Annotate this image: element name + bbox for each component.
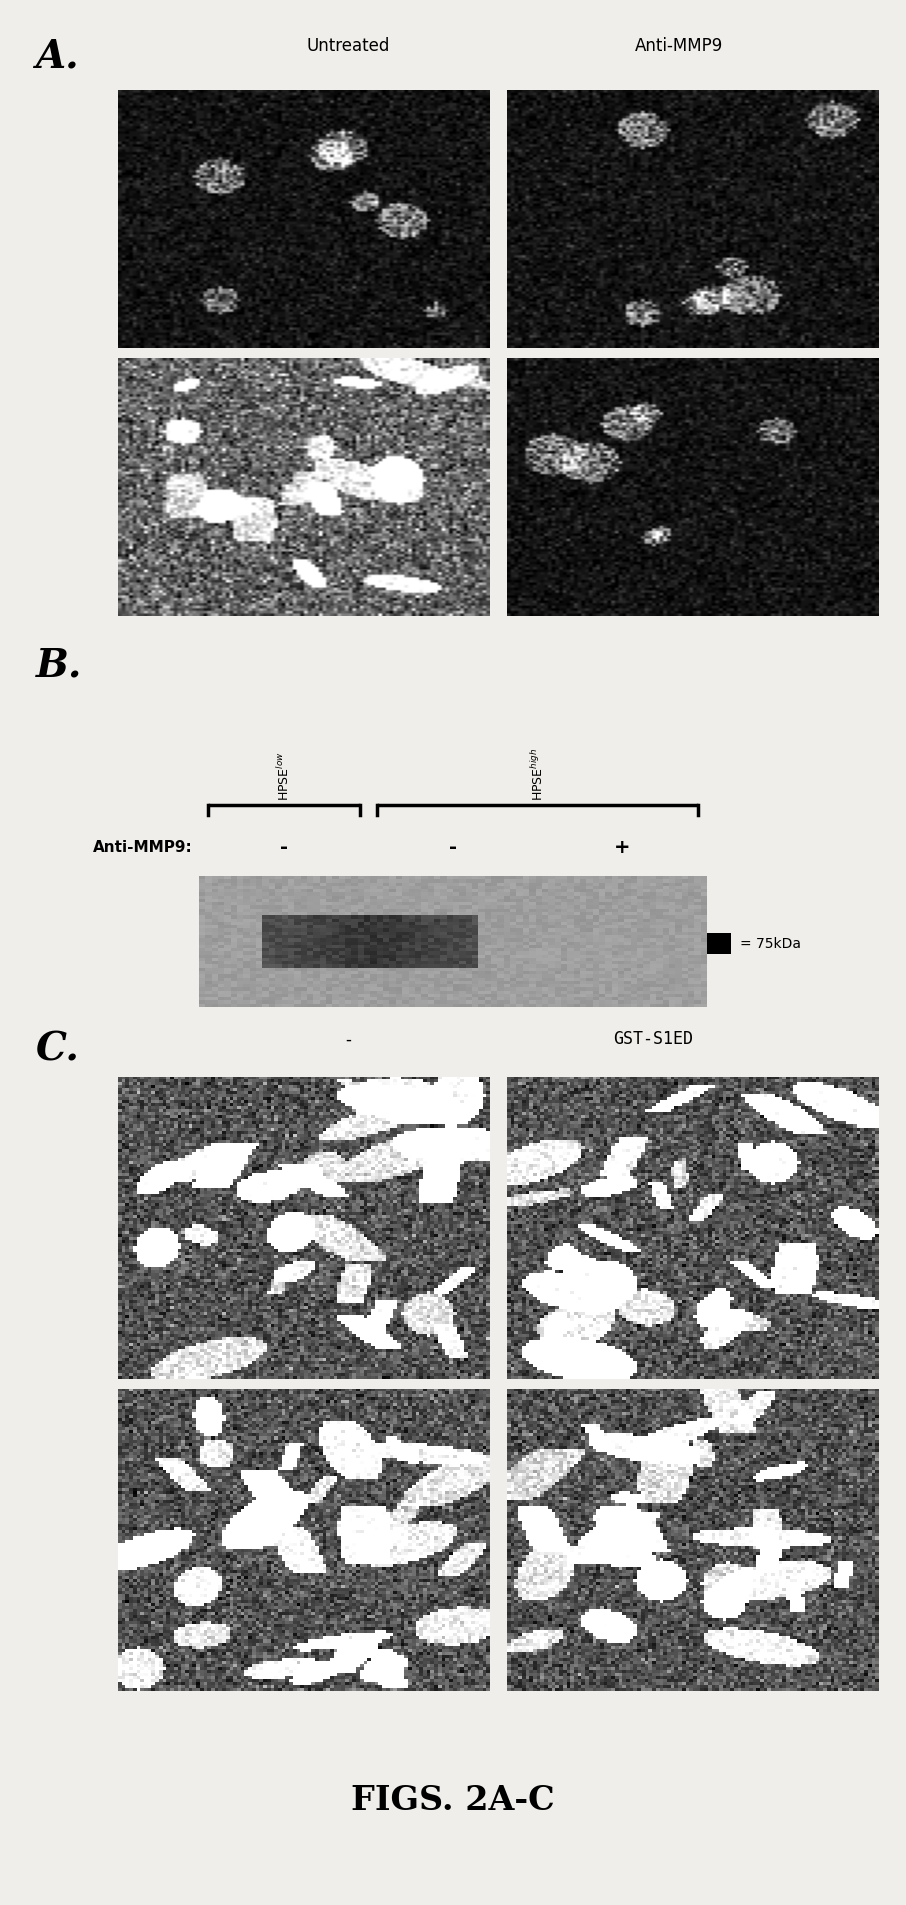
Text: = 75kDa: = 75kDa (740, 937, 801, 951)
Text: -: - (449, 838, 457, 857)
Bar (705, 933, 731, 954)
Y-axis label: Anti-MMP9: Anti-MMP9 (0, 1507, 6, 1574)
Text: B.: B. (35, 646, 82, 684)
Text: FIGS. 2A-C: FIGS. 2A-C (352, 1785, 554, 1817)
Text: Anti-MMP9:: Anti-MMP9: (92, 840, 193, 855)
Text: GST-S1ED: GST-S1ED (613, 1031, 693, 1048)
Text: Untreated: Untreated (307, 38, 390, 55)
Text: C.: C. (35, 1031, 80, 1069)
Text: -: - (280, 838, 288, 857)
Y-axis label: HPSE$^{low}$: HPSE$^{low}$ (0, 192, 9, 246)
Text: Anti-MMP9: Anti-MMP9 (635, 38, 723, 55)
Y-axis label: HPSE$^{high}$: HPSE$^{high}$ (0, 457, 9, 516)
Text: -: - (346, 1031, 352, 1048)
Text: HPSE$^{high}$: HPSE$^{high}$ (530, 747, 545, 800)
Text: HPSE$^{low}$: HPSE$^{low}$ (276, 751, 292, 800)
Y-axis label: No inhibitor: No inhibitor (0, 1193, 6, 1265)
Text: A.: A. (35, 38, 79, 76)
Text: +: + (614, 838, 631, 857)
